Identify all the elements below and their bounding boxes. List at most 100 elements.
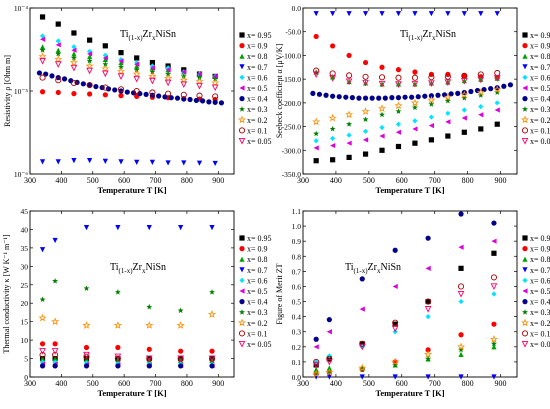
data-point xyxy=(87,91,93,97)
data-point xyxy=(87,51,93,57)
y-tick-label: 10⁻⁶ xyxy=(14,170,28,179)
data-point xyxy=(93,83,99,90)
y-tick-label: -300.0 xyxy=(282,146,302,155)
data-point xyxy=(70,64,78,72)
data-point xyxy=(105,86,112,92)
data-point xyxy=(458,244,464,250)
legend-marker xyxy=(239,96,245,102)
data-point xyxy=(445,11,451,17)
data-point xyxy=(178,225,184,231)
data-point xyxy=(444,97,451,104)
data-point xyxy=(39,355,46,362)
data-point xyxy=(68,78,74,84)
data-point xyxy=(362,11,369,17)
chart-panel-1: 300 400 500 600 700 800 900 10⁻⁶ 10⁻⁵ 10⁻⁴ Tempera… xyxy=(3,4,272,195)
data-point xyxy=(196,82,203,90)
x-tick-label: 600 xyxy=(118,176,130,185)
legend-label: x= 0.2 xyxy=(530,116,550,125)
data-point xyxy=(494,11,500,17)
data-point xyxy=(178,363,184,369)
data-point xyxy=(346,72,353,79)
data-point xyxy=(149,159,155,165)
data-point xyxy=(39,47,46,53)
series-8 xyxy=(39,47,219,82)
data-point xyxy=(461,129,467,135)
data-point xyxy=(49,73,55,79)
data-point xyxy=(428,123,434,129)
y-tick-label: 0 xyxy=(24,373,28,382)
data-point xyxy=(313,366,319,373)
legend-label: x= 0.9 xyxy=(530,245,550,254)
y-tick-label: 0.5 xyxy=(292,298,302,307)
data-point xyxy=(478,11,484,17)
data-point xyxy=(395,74,402,81)
series-2 xyxy=(313,33,500,81)
series-11 xyxy=(39,57,219,92)
data-point xyxy=(392,374,398,380)
legend-label: x= 0.1 xyxy=(530,329,550,338)
data-point xyxy=(326,374,332,380)
series-6 xyxy=(39,361,215,369)
data-point xyxy=(428,11,434,17)
y-tick-label: 40 xyxy=(21,225,29,234)
data-point xyxy=(39,341,46,347)
legend-marker xyxy=(522,235,528,241)
data-point xyxy=(39,33,46,39)
data-point xyxy=(178,348,184,354)
series-9 xyxy=(38,310,217,329)
series-6 xyxy=(313,238,497,350)
x-tick-label: 900 xyxy=(495,379,507,388)
data-point xyxy=(124,89,130,95)
title-part: x xyxy=(377,267,381,275)
data-point xyxy=(177,307,184,314)
legend-label: x= 0.9 xyxy=(530,42,550,51)
x-tick-label: 300 xyxy=(24,176,36,185)
legend-marker xyxy=(239,85,245,91)
data-point xyxy=(52,237,58,244)
data-point xyxy=(457,283,465,290)
data-point xyxy=(52,341,58,347)
data-point xyxy=(424,350,433,358)
data-point xyxy=(428,101,435,107)
x-tick-label: 700 xyxy=(429,176,441,185)
data-point xyxy=(71,44,77,50)
data-point xyxy=(200,98,206,104)
data-point xyxy=(455,90,461,96)
legend-label: x= 0.2 xyxy=(247,319,268,328)
legend-marker xyxy=(239,246,245,252)
data-point xyxy=(491,250,497,256)
data-point xyxy=(323,92,329,98)
data-point xyxy=(54,55,63,63)
title-part: Ti xyxy=(345,262,354,273)
data-point xyxy=(490,283,498,291)
legend-marker xyxy=(520,115,530,124)
data-point xyxy=(196,92,203,99)
data-point xyxy=(428,74,435,81)
data-point xyxy=(312,369,321,378)
data-point xyxy=(83,225,90,231)
y-tick-label: 45 xyxy=(21,207,29,216)
data-point xyxy=(146,363,152,369)
legend-label: x= 0.05 xyxy=(247,340,272,349)
data-point xyxy=(118,59,124,66)
data-point xyxy=(137,91,143,97)
legend-label: x= 0.95 xyxy=(247,31,272,40)
legend-marker xyxy=(522,32,528,38)
data-point xyxy=(83,360,90,366)
data-point xyxy=(313,130,320,137)
data-point xyxy=(133,75,141,83)
data-point xyxy=(410,98,420,107)
data-point xyxy=(165,67,171,73)
data-point xyxy=(181,160,187,166)
legend-label: x= 0.9 xyxy=(247,245,268,254)
data-point xyxy=(461,73,467,79)
legend-label: x= 0.1 xyxy=(530,126,550,135)
data-point xyxy=(490,274,498,281)
data-point xyxy=(362,151,369,157)
data-point xyxy=(102,92,108,98)
data-point xyxy=(313,336,319,342)
data-point xyxy=(146,303,153,310)
data-point xyxy=(209,363,215,369)
data-point xyxy=(395,143,402,150)
data-point xyxy=(101,64,110,73)
